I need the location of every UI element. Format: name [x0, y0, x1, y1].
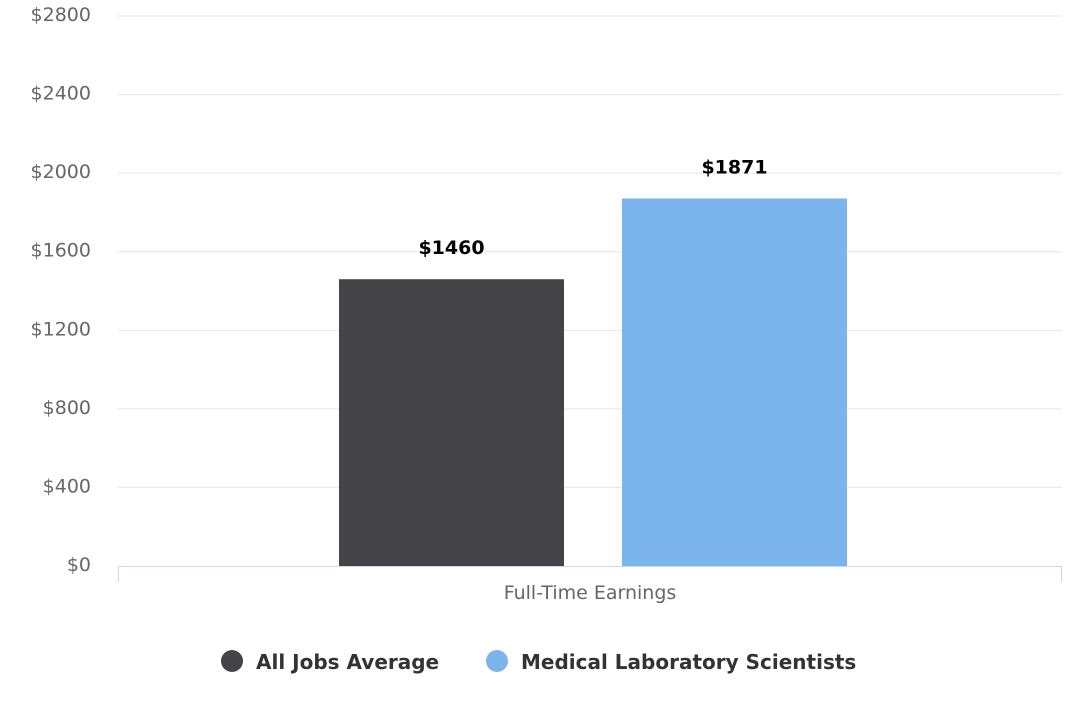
- legend-item: Medical Laboratory Scientists: [521, 650, 856, 674]
- bar: [339, 279, 564, 566]
- y-tick-label: $400: [43, 475, 91, 497]
- y-tick-label: $800: [43, 397, 91, 419]
- legend-item: All Jobs Average: [256, 650, 439, 674]
- legend-marker: [486, 650, 508, 672]
- x-category-label: Full-Time Earnings: [504, 582, 677, 604]
- legend-marker: [221, 650, 243, 672]
- y-tick-label: $1200: [31, 318, 91, 340]
- data-label: $1871: [701, 156, 767, 178]
- bar: [622, 198, 847, 566]
- y-tick-label: $0: [67, 554, 91, 576]
- data-label: $1460: [418, 237, 484, 259]
- y-tick-label: $2400: [31, 83, 91, 105]
- y-tick-label: $1600: [31, 240, 91, 262]
- y-tick-label: $2000: [31, 161, 91, 183]
- y-tick-label: $2800: [31, 4, 91, 26]
